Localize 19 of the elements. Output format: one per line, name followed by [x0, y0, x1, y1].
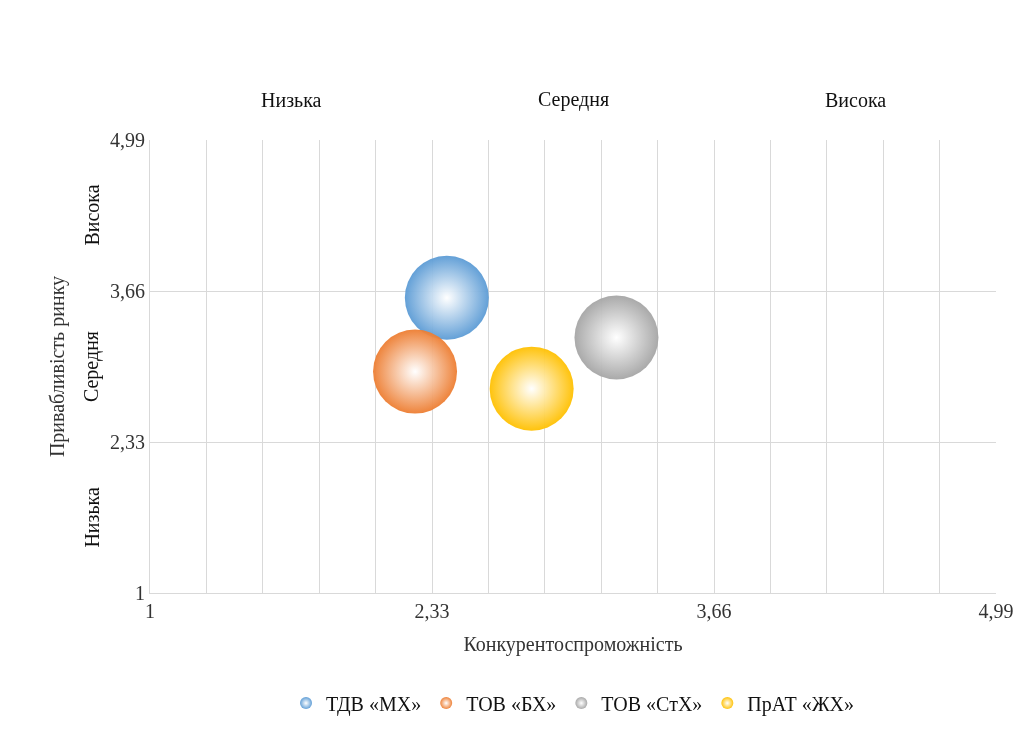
- y-tick-label: 4,99: [110, 129, 145, 151]
- text: Висока: [80, 184, 103, 246]
- legend-label: ТОВ «СтХ»: [601, 692, 703, 715]
- x-tick-label: 4,99: [978, 600, 1014, 622]
- text: Середня: [80, 330, 104, 403]
- legend-label: ТДВ «МХ»: [326, 692, 422, 716]
- x-tick-label: 2,33: [414, 600, 450, 622]
- text: Низька: [261, 89, 322, 111]
- x-tick-label: 3,66: [696, 600, 732, 622]
- legend-label: ТОВ «БХ»: [466, 692, 557, 715]
- y-tick-label: 3,66: [110, 280, 145, 302]
- x-axis-title: Конкурентоспроможність: [463, 632, 683, 656]
- text: Середня: [538, 88, 610, 111]
- y-axis-title: Привабливість ринку: [45, 275, 69, 458]
- text: Низька: [80, 487, 103, 548]
- legend-label: ПрАТ «ЖХ»: [747, 692, 855, 716]
- y-tick-label: 1: [135, 582, 145, 604]
- y-tick-label: 2,33: [110, 431, 145, 453]
- text: Висока: [825, 89, 887, 111]
